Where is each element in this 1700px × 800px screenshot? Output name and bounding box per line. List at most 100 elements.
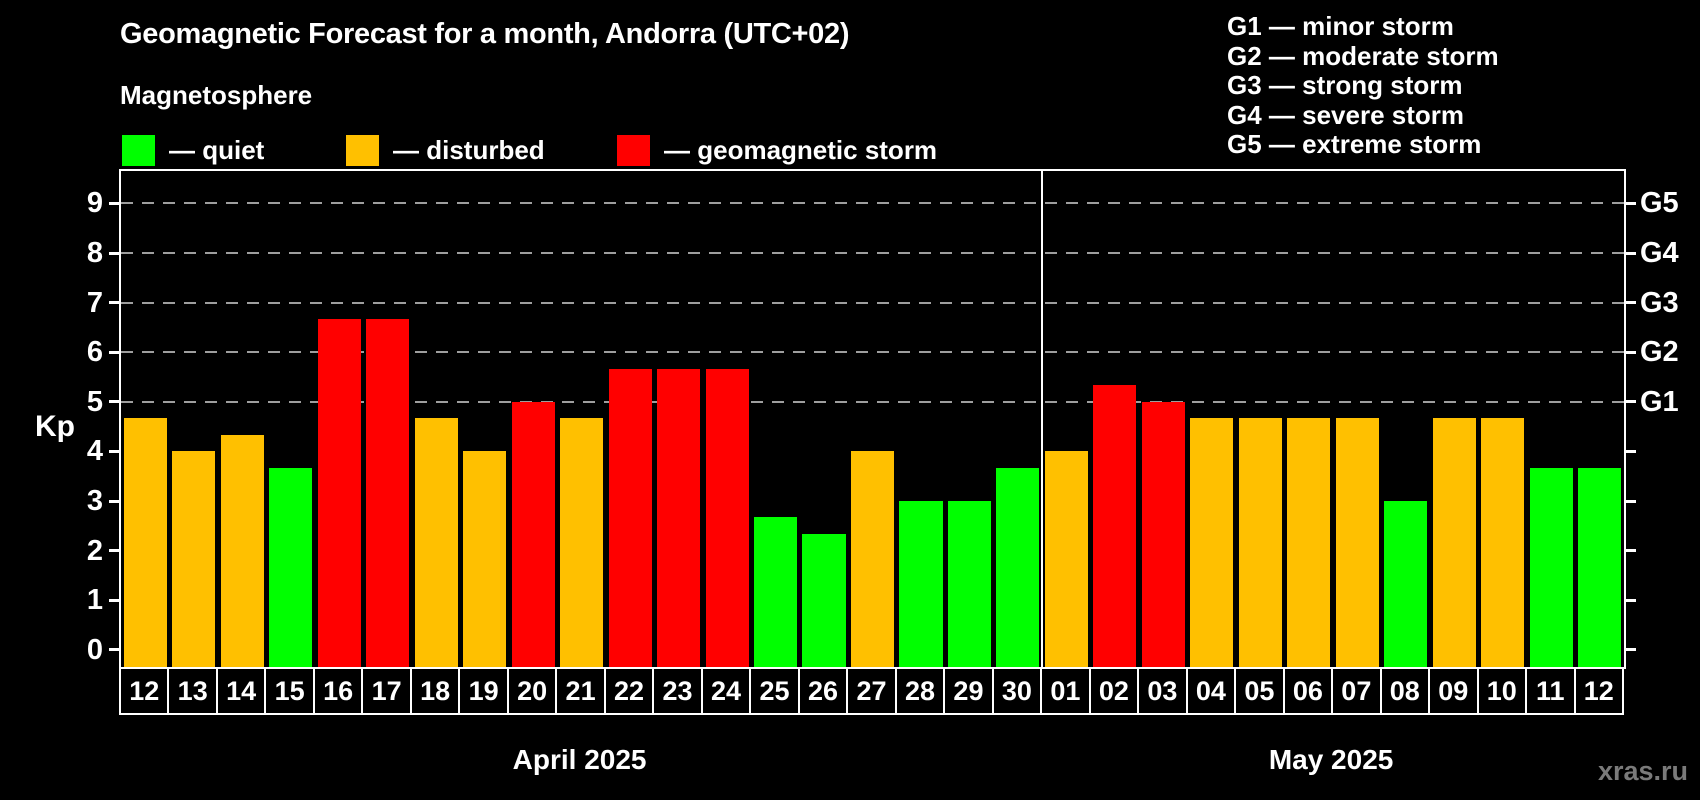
kp-bar bbox=[1432, 418, 1476, 667]
kp-bar bbox=[1384, 501, 1428, 667]
kp-bar bbox=[1335, 418, 1379, 667]
legend-item-disturbed: — disturbed bbox=[346, 135, 545, 166]
date-cell: 12 bbox=[119, 667, 170, 715]
date-cell: 25 bbox=[749, 667, 800, 715]
date-cell: 29 bbox=[943, 667, 994, 715]
kp-tick-right bbox=[1626, 449, 1636, 453]
kp-tick-right bbox=[1626, 648, 1636, 652]
date-cell: 26 bbox=[797, 667, 849, 715]
date-cell: 11 bbox=[1525, 667, 1576, 715]
g-level-label: G1 bbox=[1640, 385, 1679, 418]
date-cell: 01 bbox=[1040, 667, 1091, 715]
kp-bar bbox=[996, 467, 1040, 667]
kp-tick-label: 4 bbox=[86, 435, 103, 468]
date-cell: 27 bbox=[846, 667, 897, 715]
gridline bbox=[121, 400, 1624, 403]
kp-tick-label: 2 bbox=[86, 534, 103, 567]
date-cell: 17 bbox=[361, 667, 412, 715]
kp-tick-label: 6 bbox=[86, 336, 103, 369]
kp-bar bbox=[753, 517, 798, 667]
kp-tick-label: 3 bbox=[86, 485, 103, 517]
kp-tick-left bbox=[109, 449, 119, 453]
date-cell: 21 bbox=[555, 667, 606, 715]
kp-tick-left bbox=[109, 400, 119, 404]
kp-tick-left bbox=[109, 549, 119, 553]
kp-bar bbox=[220, 435, 264, 667]
kp-tick-right bbox=[1626, 598, 1636, 602]
month-label: April 2025 bbox=[512, 744, 647, 775]
g-scale-legend: G1 — minor storm G2 — moderate storm G3 … bbox=[1227, 11, 1499, 160]
date-cell: 23 bbox=[652, 667, 703, 715]
date-cell: 04 bbox=[1185, 667, 1237, 715]
kp-tick-left bbox=[109, 251, 119, 255]
g-legend-line-g3: G3 — strong storm bbox=[1227, 70, 1463, 101]
kp-bar bbox=[608, 368, 652, 667]
kp-tick-left bbox=[109, 499, 119, 503]
kp-tick-right bbox=[1626, 499, 1636, 503]
kp-axis-label: Kp bbox=[35, 410, 75, 443]
date-cell: 18 bbox=[409, 667, 461, 715]
date-cell: 20 bbox=[506, 667, 558, 715]
g-legend-line-g4: G4 — severe storm bbox=[1227, 99, 1465, 130]
kp-tick-left bbox=[109, 648, 119, 652]
kp-tick-right bbox=[1626, 301, 1636, 305]
g-legend-line-g1: G1 — minor storm bbox=[1227, 11, 1454, 41]
month-separator bbox=[1041, 171, 1044, 667]
legend-disturbed-label: — disturbed bbox=[393, 135, 545, 165]
kp-bar bbox=[414, 418, 458, 667]
chart-subtitle: Magnetosphere bbox=[120, 80, 313, 110]
kp-bar bbox=[1481, 418, 1525, 667]
kp-bar bbox=[1287, 418, 1331, 667]
kp-bar bbox=[705, 368, 749, 667]
gridline bbox=[121, 351, 1624, 354]
date-row: 12 13 14 15 16 17 18 19 20 21 22 23 24 25 26 27 28 29 30 01… bbox=[119, 667, 1626, 715]
legend-storm-label: — geomagnetic storm bbox=[664, 135, 938, 165]
kp-bar bbox=[269, 467, 313, 667]
kp-tick-right bbox=[1626, 350, 1636, 354]
date-cell: 06 bbox=[1282, 667, 1334, 715]
kp-bar bbox=[850, 451, 895, 667]
disturbed-color-swatch bbox=[346, 135, 379, 166]
g-legend-line-g5: G5 — extreme storm bbox=[1227, 129, 1482, 160]
kp-bar bbox=[463, 451, 507, 667]
kp-tick-right bbox=[1626, 549, 1636, 553]
g-level-label: G4 bbox=[1640, 237, 1679, 269]
kp-bar bbox=[1093, 385, 1137, 667]
kp-bar bbox=[511, 401, 555, 667]
month-label: May 2025 bbox=[1268, 744, 1394, 775]
legend-quiet-label: — quiet bbox=[169, 135, 265, 165]
kp-tick-label: 8 bbox=[86, 237, 103, 269]
date-cell: 07 bbox=[1331, 667, 1382, 715]
kp-tick-right bbox=[1626, 251, 1636, 255]
storm-color-swatch bbox=[617, 135, 650, 166]
kp-bar bbox=[172, 451, 216, 667]
date-cell: 28 bbox=[894, 667, 946, 715]
g-legend-line-g2: G2 — moderate storm bbox=[1227, 40, 1499, 71]
kp-tick-label: 5 bbox=[86, 385, 103, 418]
date-cell: 14 bbox=[215, 667, 267, 715]
date-cell: 13 bbox=[167, 667, 218, 715]
date-cell: 12 bbox=[1573, 667, 1624, 715]
quiet-color-swatch bbox=[122, 135, 155, 166]
date-cell: 02 bbox=[1088, 667, 1140, 715]
kp-bar bbox=[802, 534, 846, 667]
kp-tick-left bbox=[109, 201, 119, 205]
kp-bar bbox=[657, 368, 701, 667]
kp-bar bbox=[560, 418, 604, 667]
date-cell: 30 bbox=[991, 667, 1043, 715]
legend-item-storm: — geomagnetic storm bbox=[617, 135, 937, 166]
date-cell: 08 bbox=[1379, 667, 1431, 715]
kp-tick-label: 7 bbox=[86, 286, 103, 319]
plot-area: Kp 0 1 2 3 4 5 6 7 8 9 G1 G2 G3 G4 G5 bbox=[35, 169, 1679, 669]
legend-item-quiet: — quiet bbox=[122, 135, 264, 166]
chart-title: Geomagnetic Forecast for a month, Andorr… bbox=[120, 18, 850, 50]
kp-bar bbox=[899, 501, 943, 667]
kp-bar bbox=[366, 318, 410, 667]
kp-bar bbox=[1578, 467, 1622, 667]
kp-bar bbox=[1238, 418, 1282, 667]
kp-bar bbox=[1044, 451, 1088, 667]
date-cell: 24 bbox=[700, 667, 752, 715]
gridline bbox=[121, 301, 1624, 304]
g-level-label: G5 bbox=[1640, 187, 1679, 220]
